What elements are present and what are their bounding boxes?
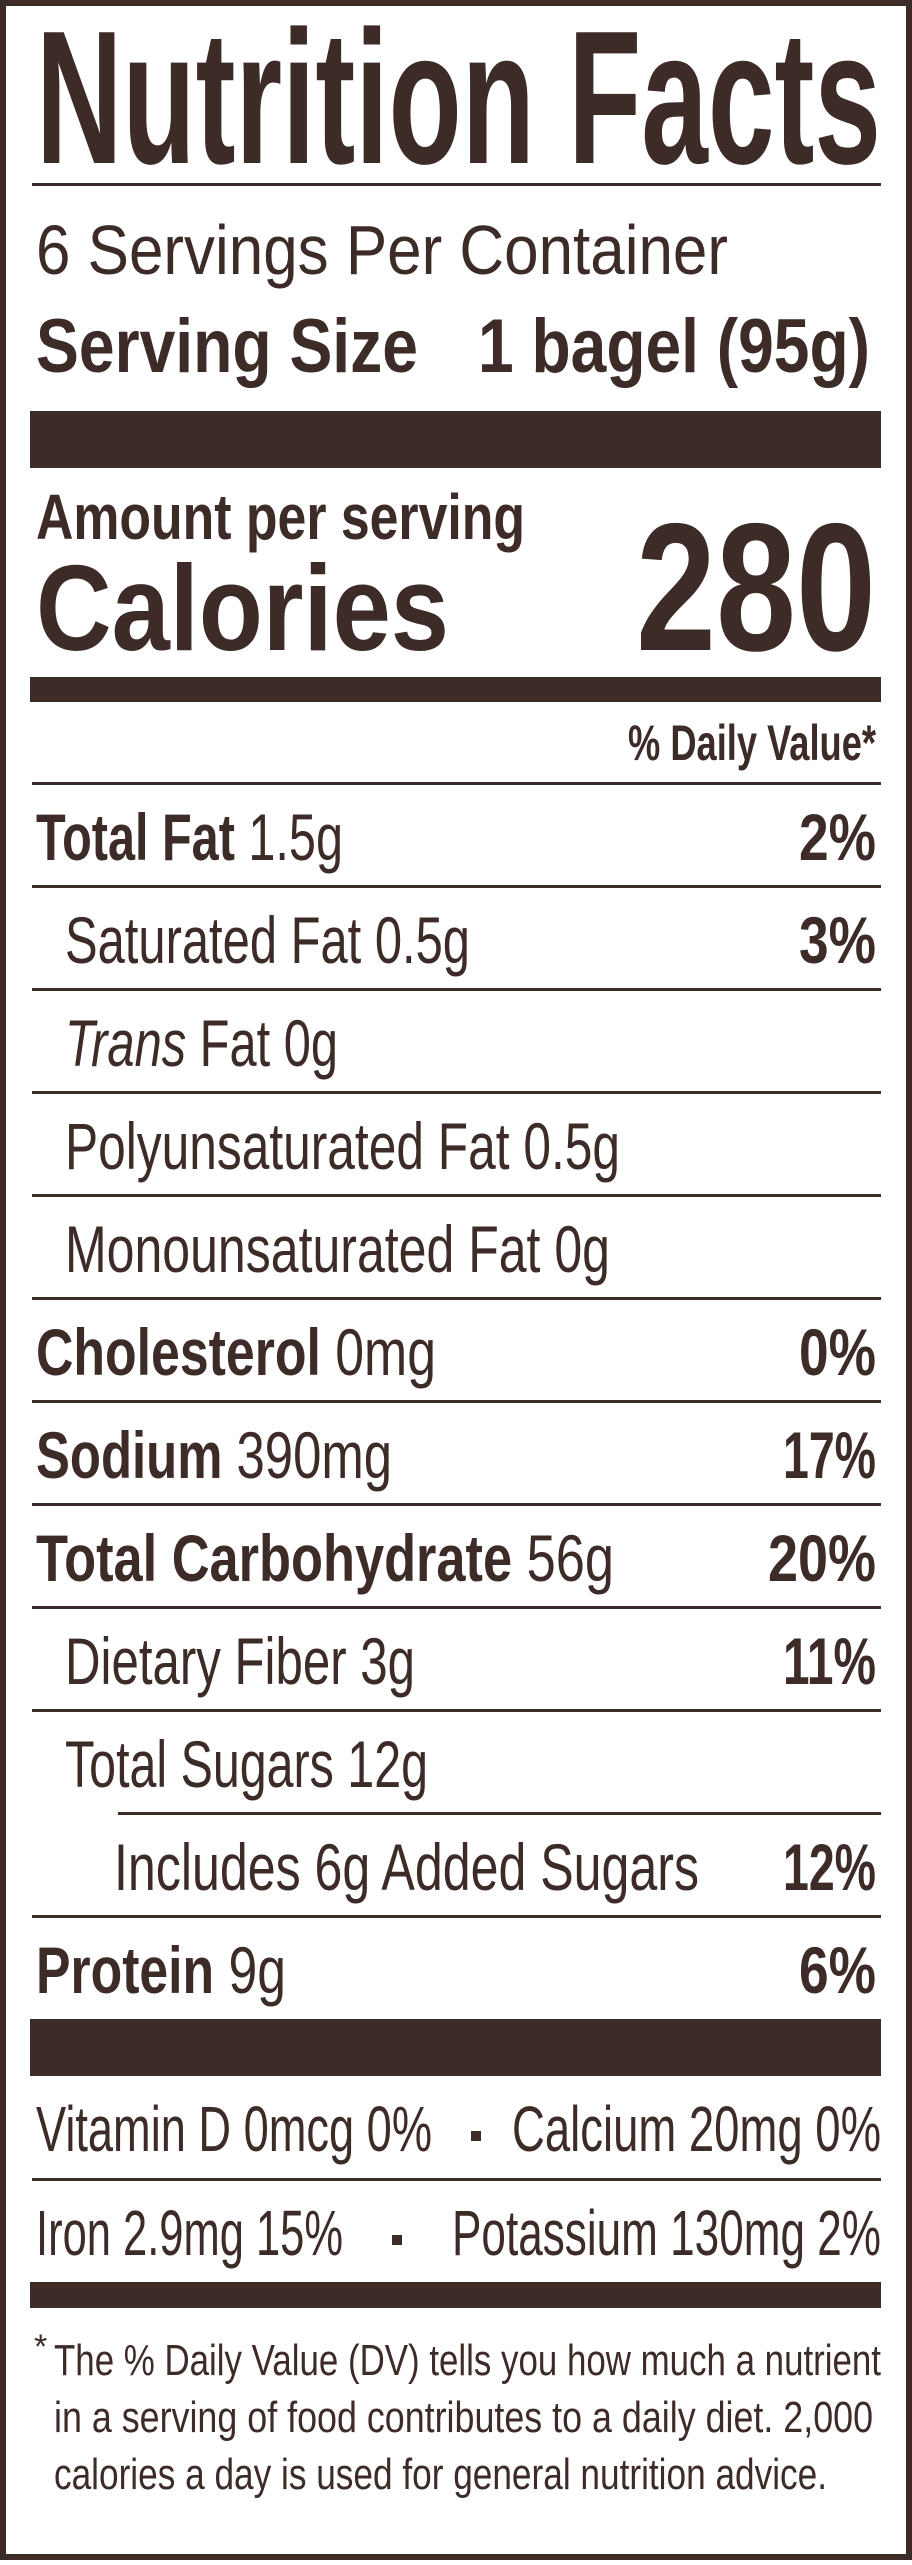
thick-bar (30, 2019, 881, 2076)
nutrient-amount: 390mg (237, 1418, 392, 1492)
nutrient-amount: 0.5g (523, 1109, 620, 1183)
divider (32, 885, 881, 888)
nutrient-amount: 1.5g (248, 800, 343, 874)
nutrient-row: Total Fat 1.5g (36, 800, 343, 874)
nutrient-amount: 12g (347, 1727, 428, 1801)
nutrient-amount: 0.5g (375, 903, 470, 977)
divider (32, 1915, 881, 1918)
divider (32, 1194, 881, 1197)
divider (32, 1400, 881, 1403)
nutrient-row: Monounsaturated Fat 0g (65, 1212, 610, 1286)
footnote-line: calories a day is used for general nutri… (54, 2450, 827, 2499)
nutrient-name: Protein (36, 1933, 214, 2007)
daily-value: 20% (768, 1521, 876, 1595)
nutrient-name: Total Sugars (65, 1727, 334, 1801)
divider (118, 1812, 881, 1815)
bullet (471, 2131, 481, 2141)
nutrient-name: Cholesterol (36, 1315, 321, 1389)
nutrient-row: Dietary Fiber 3g (65, 1624, 415, 1698)
nutrient-name: Monounsaturated Fat (65, 1212, 540, 1286)
nutrient-amount: 56g (527, 1521, 614, 1595)
nutrient-name: Dietary Fiber (65, 1624, 347, 1698)
medium-bar (30, 677, 881, 702)
daily-value: 11% (783, 1624, 876, 1698)
divider (32, 1709, 881, 1712)
nutrient-amount: 9g (228, 1933, 286, 2007)
daily-value: 2% (799, 800, 876, 874)
divider (32, 2178, 881, 2181)
divider (32, 988, 881, 991)
title: Nutrition Facts (36, 0, 881, 204)
thick-bar (30, 411, 881, 468)
nutrient-row: Total Carbohydrate 56g (36, 1521, 614, 1595)
nutrient-row: Cholesterol 0mg (36, 1315, 436, 1389)
nutrient-name: Polyunsaturated Fat (65, 1109, 510, 1183)
vitamin: Potassium 130mg 2% (452, 2197, 881, 2269)
nutrient-name: Includes 6g Added Sugars (114, 1830, 699, 1904)
nutrient-row: Total Sugars 12g (65, 1727, 428, 1801)
nutrient-row: Includes 6g Added Sugars (114, 1830, 699, 1904)
nutrient-row: Sodium 390mg (36, 1418, 392, 1492)
nutrient-name: Fat (200, 1006, 270, 1080)
nutrient-amount: 0g (284, 1006, 338, 1080)
serving-size-label: Serving Size (36, 304, 418, 389)
calories-value: 280 (636, 485, 876, 689)
medium-bar (30, 2282, 881, 2308)
divider (32, 1091, 881, 1094)
vitamin: Iron 2.9mg 15% (36, 2197, 343, 2269)
footnote-line: The % Daily Value (DV) tells you how muc… (54, 2336, 881, 2385)
divider (32, 183, 881, 186)
daily-value: 17% (783, 1418, 876, 1492)
divider (32, 1606, 881, 1609)
footnote-line: in a serving of food contributes to a da… (54, 2393, 873, 2442)
nutrient-amount: 3g (360, 1624, 415, 1698)
daily-value: 0% (799, 1315, 876, 1389)
daily-value: 6% (799, 1933, 876, 2007)
nutrient-amount: 0mg (335, 1315, 436, 1389)
amount-label: Amount per serving (36, 481, 525, 553)
serving-size-value: 1 bagel (95g) (478, 304, 870, 389)
footnote-marker: * (34, 2328, 47, 2366)
servings: 6 Servings Per Container (36, 211, 728, 289)
nutrient-prefix: Trans (65, 1006, 186, 1080)
daily-value-header: % Daily Value* (628, 715, 876, 771)
calories-label: Calories (36, 540, 449, 676)
nutrient-row: Protein 9g (36, 1933, 286, 2007)
nutrient-row: Polyunsaturated Fat 0.5g (65, 1109, 620, 1183)
vitamin: Vitamin D 0mcg 0% (36, 2093, 432, 2165)
nutrient-name: Sodium (36, 1418, 222, 1492)
daily-value: 12% (783, 1830, 876, 1904)
nutrient-amount: 0g (554, 1212, 610, 1286)
nutrient-name: Total Carbohydrate (36, 1521, 512, 1595)
divider (32, 782, 881, 785)
divider (32, 1503, 881, 1506)
nutrient-name: Total Fat (36, 800, 235, 874)
divider (32, 1297, 881, 1300)
daily-value: 3% (799, 903, 876, 977)
nutrient-name: Saturated Fat (65, 903, 361, 977)
bullet (392, 2235, 402, 2245)
nutrient-row: Saturated Fat 0.5g (65, 903, 470, 977)
vitamin: Calcium 20mg 0% (512, 2093, 881, 2165)
nutrient-row: Trans Fat 0g (65, 1006, 338, 1080)
